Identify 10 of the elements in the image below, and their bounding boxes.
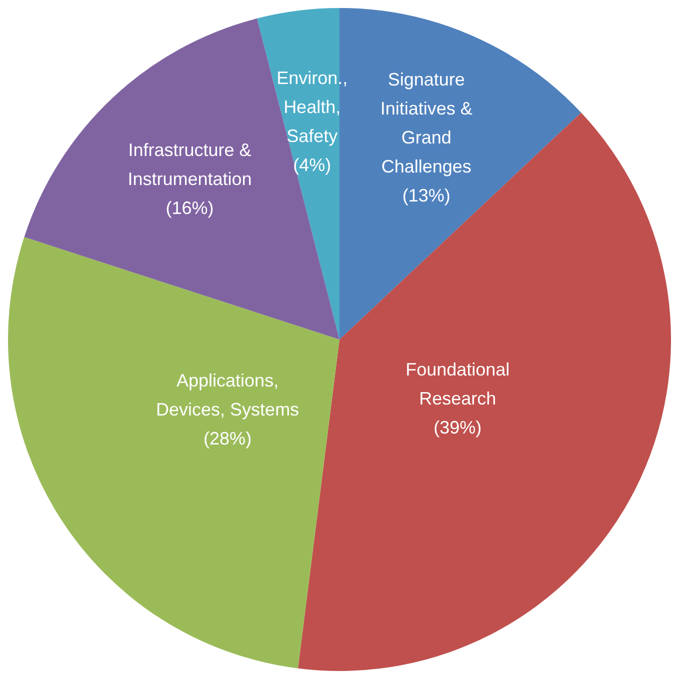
slice-label: Infrastructure & Instrumentation <box>128 140 252 189</box>
slice-label: Environ., Health, Safety <box>276 68 348 146</box>
slice-label: Signature Initiatives & Grand Challenges <box>380 70 472 177</box>
data-label: (39%) <box>434 418 482 438</box>
data-label: (28%) <box>204 428 252 449</box>
data-label: (13%) <box>402 186 450 206</box>
slice-label: Applications, Devices, Systems <box>156 370 300 420</box>
data-label: (4%) <box>293 154 332 175</box>
data-label: (16%) <box>166 198 214 218</box>
slice-label: Foundational Research <box>406 360 510 409</box>
